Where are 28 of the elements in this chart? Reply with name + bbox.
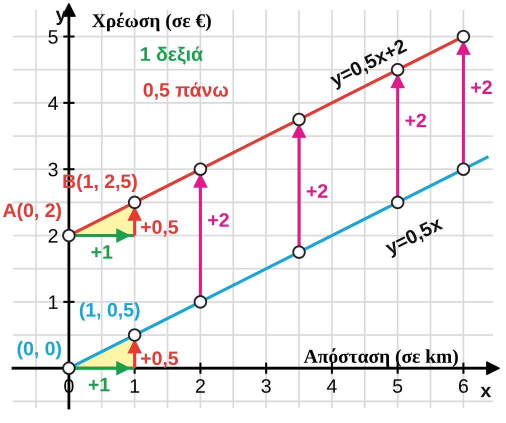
annotation: 1 δεξιά bbox=[141, 46, 203, 65]
annotation: 0,5 πάνω bbox=[144, 82, 228, 100]
annotation: y bbox=[56, 10, 66, 26]
y-tick-label: 1 bbox=[49, 296, 58, 309]
annotation: (1, 0,5) bbox=[80, 302, 140, 320]
annotation: +1 bbox=[92, 245, 112, 259]
annotation: +2 bbox=[208, 213, 229, 227]
x-tick-label: 3 bbox=[261, 379, 271, 393]
annotation: +2 bbox=[471, 80, 492, 94]
x-tick-label: 5 bbox=[393, 379, 402, 393]
x-tick-label: 2 bbox=[196, 379, 205, 393]
x-axis-title: Απόσταση (σε km) bbox=[304, 348, 458, 367]
annotation: A(0, 2) bbox=[3, 202, 61, 221]
y-tick-label: 5 bbox=[48, 30, 58, 44]
annotation: +2 bbox=[405, 114, 426, 128]
x-tick-label: 1 bbox=[130, 379, 140, 393]
annotation: (0, 0) bbox=[18, 341, 61, 360]
annotation: +0,5 bbox=[141, 351, 178, 368]
annotation: +1 bbox=[88, 378, 110, 392]
y-tick-label: 4 bbox=[48, 96, 58, 110]
annotation: +2 bbox=[306, 184, 328, 198]
y-tick-label: 2 bbox=[48, 229, 58, 243]
y-tick-label: 3 bbox=[48, 162, 58, 176]
x-tick-label: 4 bbox=[326, 379, 337, 393]
x-tick-label: 6 bbox=[458, 379, 468, 393]
annotation: x bbox=[480, 386, 492, 398]
y-axis-title: Χρέωση (σε €) bbox=[92, 12, 211, 32]
annotation: +0,5 bbox=[141, 220, 178, 237]
